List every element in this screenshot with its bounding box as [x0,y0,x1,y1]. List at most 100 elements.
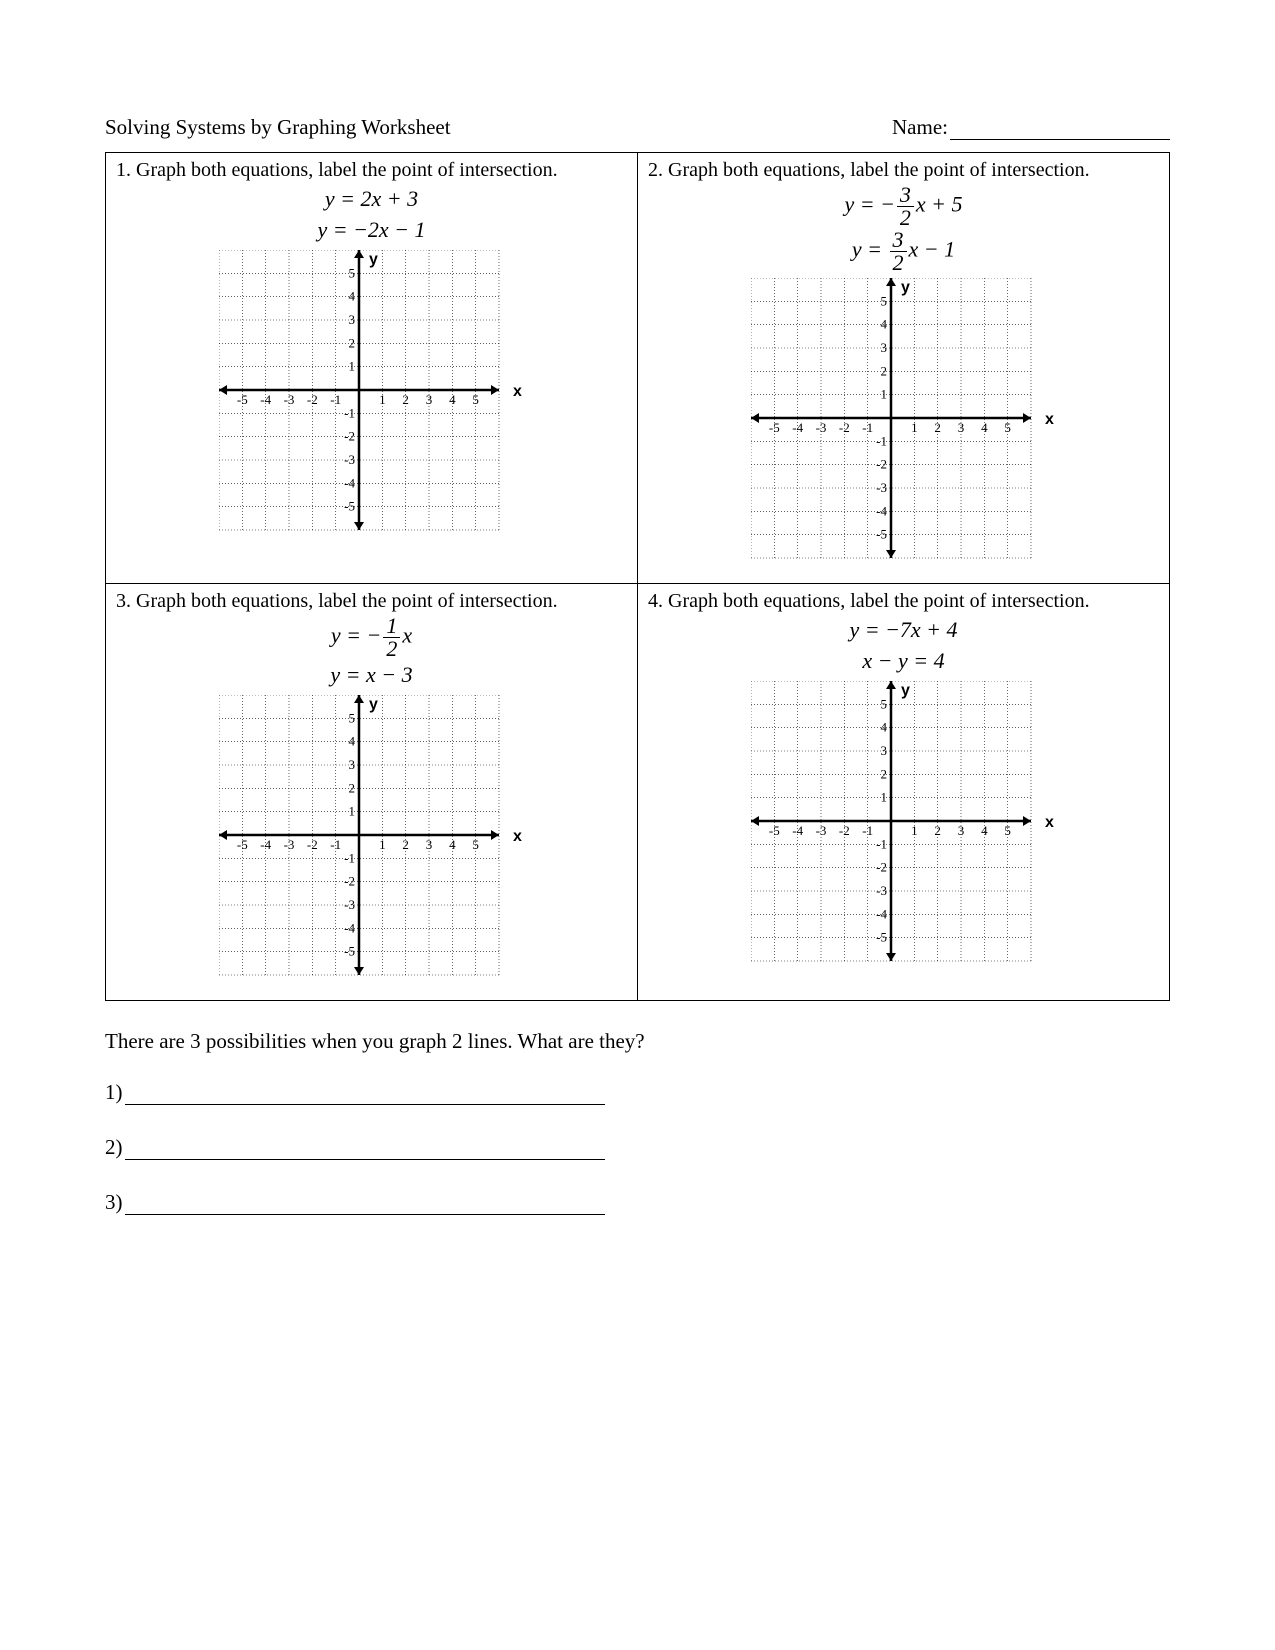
svg-text:x: x [513,828,522,845]
svg-text:3: 3 [880,340,887,355]
svg-text:-5: -5 [236,837,247,852]
svg-text:-5: -5 [876,929,887,944]
svg-text:-3: -3 [283,837,294,852]
svg-text:-5: -5 [344,943,355,958]
svg-text:-1: -1 [330,837,341,852]
svg-text:-1: -1 [330,392,341,407]
problem-2-number: 2. [648,159,663,181]
svg-text:3: 3 [425,837,432,852]
problem-cell-3: 3. Graph both equations, label the point… [106,584,638,1001]
problem-3-eq2: y = x − 3 [116,660,627,691]
svg-text:x: x [513,383,522,400]
svg-text:3: 3 [425,392,432,407]
svg-text:5: 5 [472,392,479,407]
problem-1-instruction: 1. Graph both equations, label the point… [116,159,627,182]
header-row: Solving Systems by Graphing Worksheet Na… [105,115,1170,140]
svg-text:2: 2 [934,823,941,838]
svg-text:4: 4 [880,317,887,332]
svg-text:2: 2 [880,363,887,378]
svg-text:4: 4 [981,420,988,435]
svg-text:1: 1 [379,392,386,407]
svg-text:y: y [369,251,378,268]
svg-text:1: 1 [348,803,355,818]
problem-2-eq2: y = 32x − 1 [648,229,1159,274]
svg-text:-1: -1 [862,420,873,435]
svg-text:1: 1 [880,387,887,402]
problem-3-eq1: y = −12x [116,615,627,660]
problem-1-eq1: y = 2x + 3 [116,184,627,215]
svg-text:y: y [901,682,910,699]
svg-text:-2: -2 [306,392,317,407]
svg-text:3: 3 [957,420,964,435]
svg-text:-4: -4 [876,503,887,518]
svg-text:x: x [1045,814,1054,831]
name-field: Name: [892,115,1170,140]
svg-text:2: 2 [348,335,355,350]
problem-1-number: 1. [116,159,131,181]
svg-text:-3: -3 [344,452,355,467]
svg-text:-5: -5 [768,420,779,435]
problem-4-equations: y = −7x + 4 x − y = 4 [648,615,1159,677]
problem-3-number: 3. [116,590,131,612]
svg-text:-3: -3 [876,480,887,495]
svg-text:-1: -1 [876,433,887,448]
problem-4-number: 4. [648,590,663,612]
problem-1-eq2: y = −2x − 1 [116,215,627,246]
svg-text:-4: -4 [792,420,803,435]
problem-3-text: Graph both equations, label the point of… [136,590,558,612]
svg-text:5: 5 [1004,823,1011,838]
name-blank[interactable] [950,122,1170,140]
answer-1-blank[interactable] [125,1087,605,1105]
answer-row-2: 2) [105,1135,1170,1160]
svg-text:-3: -3 [283,392,294,407]
problem-4-eq1: y = −7x + 4 [648,615,1159,646]
problem-2-equations: y = −32x + 5 y = 32x − 1 [648,184,1159,274]
problem-4-eq2: x − y = 4 [648,646,1159,677]
svg-text:-1: -1 [344,405,355,420]
problem-2-instruction: 2. Graph both equations, label the point… [648,159,1159,182]
answer-row-1: 1) [105,1080,1170,1105]
svg-text:-2: -2 [876,859,887,874]
answer-3-label: 3) [105,1190,123,1215]
graph-4: -5-5-4-4-3-3-2-2-1-11122334455xy [751,681,1057,967]
svg-text:-5: -5 [768,823,779,838]
answer-2-blank[interactable] [125,1142,605,1160]
svg-text:-1: -1 [862,823,873,838]
svg-text:-3: -3 [344,897,355,912]
answer-row-3: 3) [105,1190,1170,1215]
svg-text:2: 2 [402,837,409,852]
svg-text:4: 4 [449,837,456,852]
svg-text:4: 4 [348,733,355,748]
svg-text:-1: -1 [344,850,355,865]
problems-table: 1. Graph both equations, label the point… [105,152,1170,1001]
problem-cell-4: 4. Graph both equations, label the point… [638,584,1170,1001]
svg-text:-2: -2 [838,420,849,435]
svg-text:4: 4 [880,719,887,734]
svg-text:2: 2 [880,766,887,781]
svg-text:-2: -2 [838,823,849,838]
svg-text:1: 1 [880,789,887,804]
svg-text:1: 1 [379,837,386,852]
svg-text:4: 4 [449,392,456,407]
svg-text:4: 4 [348,288,355,303]
svg-text:-5: -5 [236,392,247,407]
problem-2-eq1: y = −32x + 5 [648,184,1159,229]
problem-3-equations: y = −12x y = x − 3 [116,615,627,691]
svg-text:1: 1 [911,823,918,838]
svg-text:5: 5 [348,265,355,280]
svg-text:4: 4 [981,823,988,838]
graph-2: -5-5-4-4-3-3-2-2-1-11122334455xy [751,278,1057,564]
svg-text:-3: -3 [876,883,887,898]
name-label: Name: [892,115,948,140]
svg-text:-4: -4 [344,475,355,490]
svg-text:5: 5 [348,710,355,725]
svg-text:3: 3 [348,757,355,772]
problem-2-text: Graph both equations, label the point of… [668,159,1090,181]
graph-1: -5-5-4-4-3-3-2-2-1-11122334455xy [219,250,525,536]
svg-text:5: 5 [1004,420,1011,435]
svg-text:5: 5 [472,837,479,852]
svg-text:5: 5 [880,293,887,308]
svg-text:-3: -3 [815,420,826,435]
problem-4-instruction: 4. Graph both equations, label the point… [648,590,1159,613]
answer-3-blank[interactable] [125,1197,605,1215]
